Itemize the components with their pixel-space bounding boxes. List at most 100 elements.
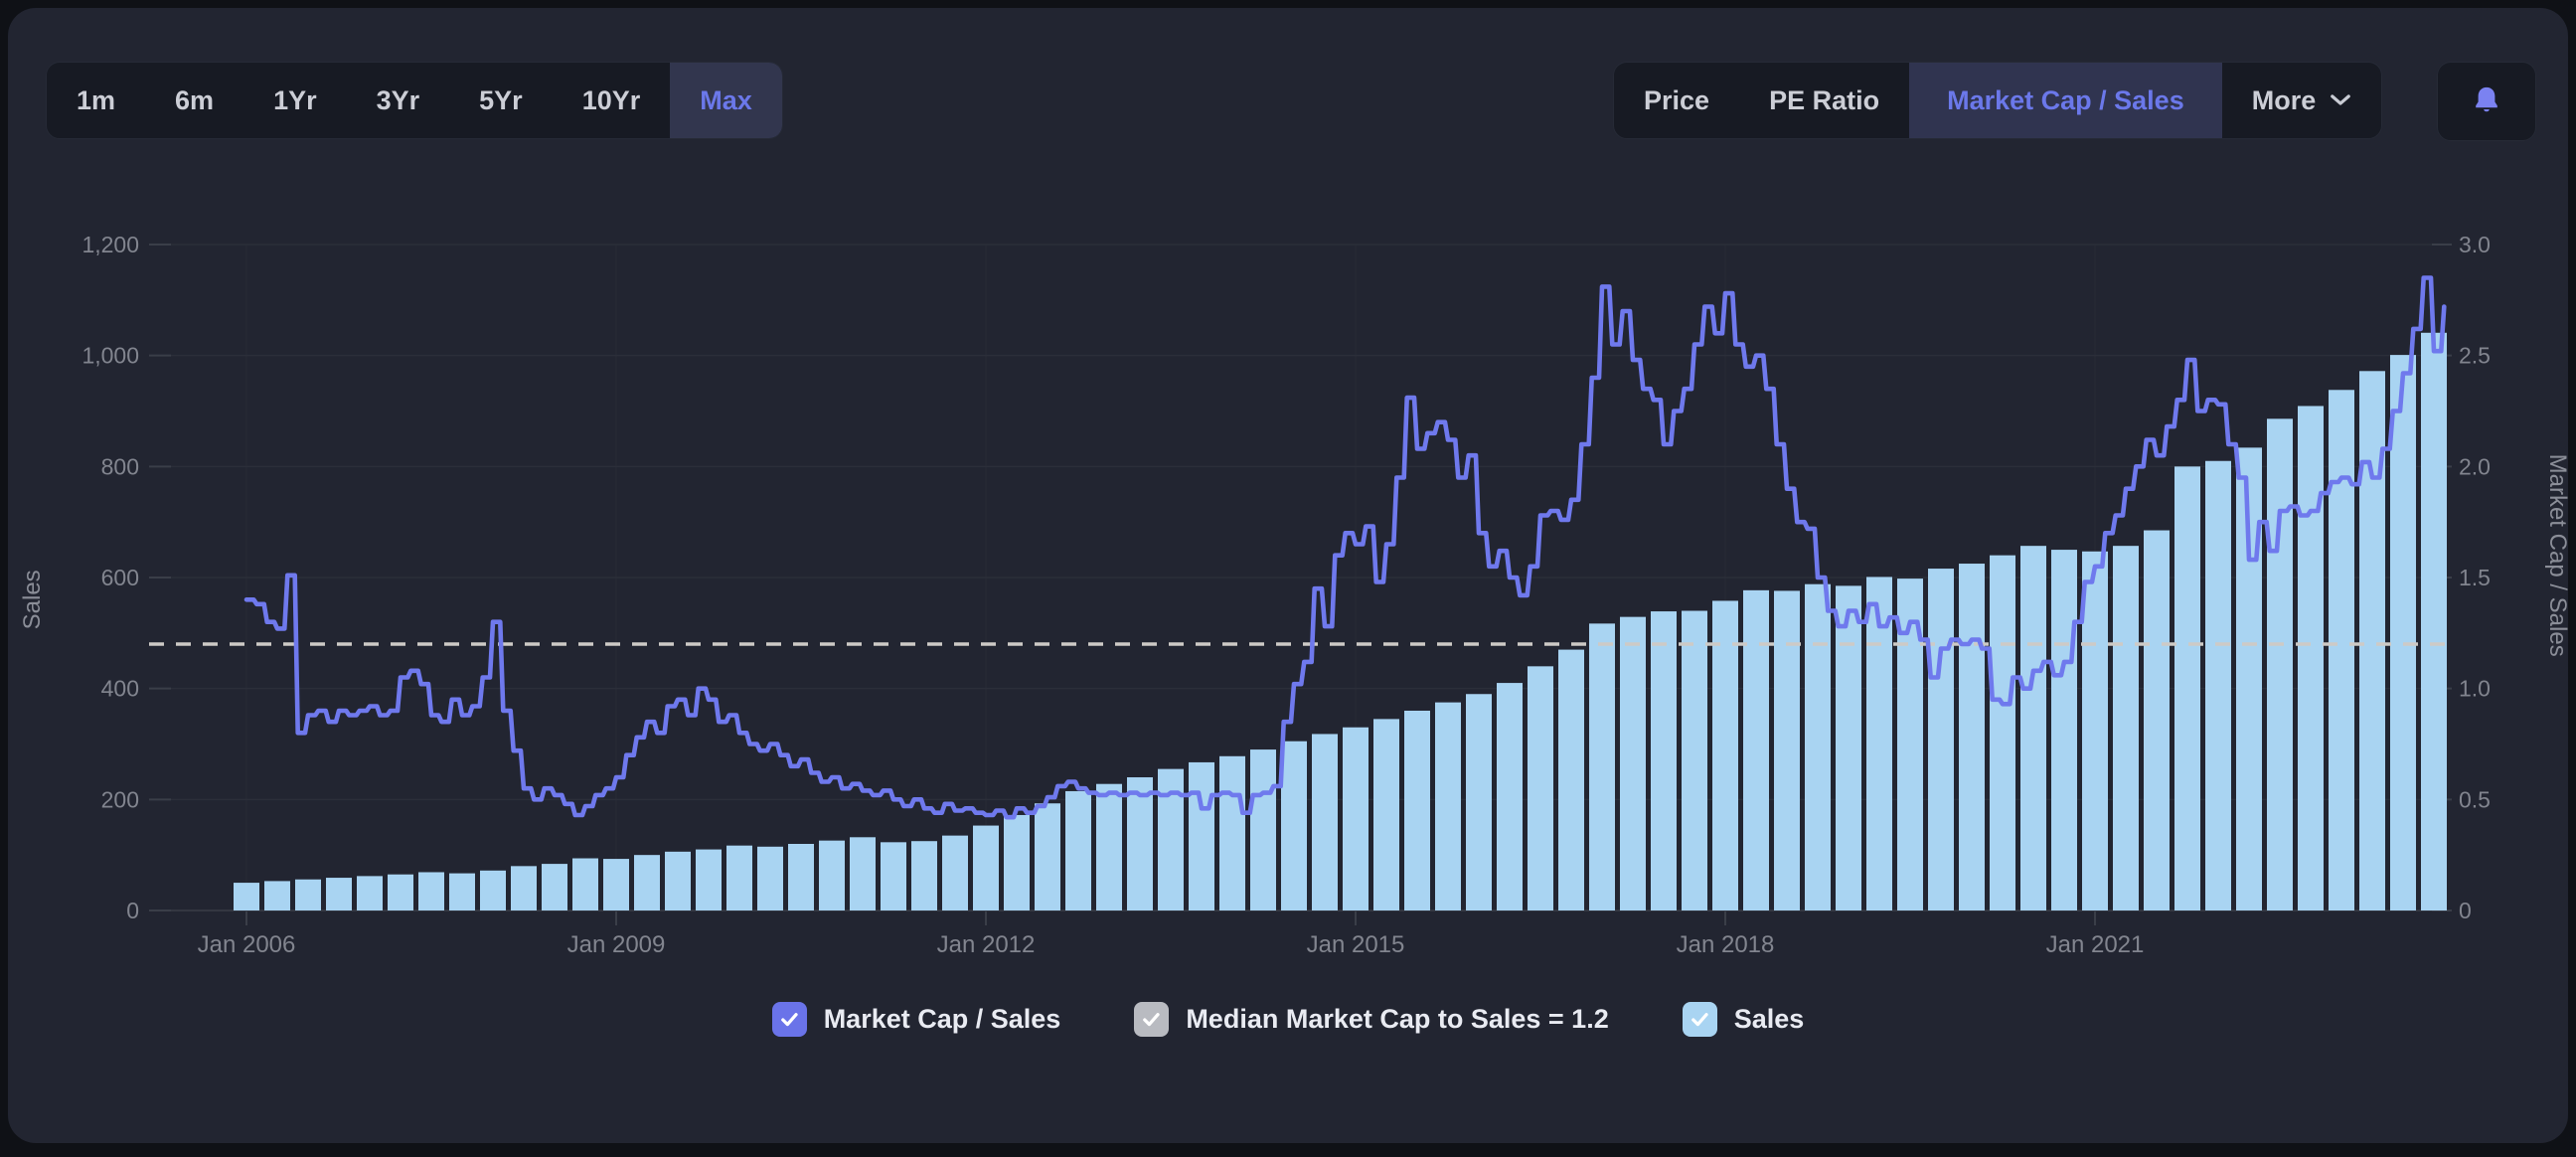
sales-bar[interactable] xyxy=(1158,768,1184,910)
sales-bar[interactable] xyxy=(1250,749,1276,910)
sales-bar[interactable] xyxy=(264,881,290,910)
metric-button-pe-ratio[interactable]: PE Ratio xyxy=(1739,63,1909,138)
legend-checkbox-1[interactable] xyxy=(1134,1002,1170,1037)
sales-bar[interactable] xyxy=(1281,741,1307,910)
legend-checkbox-2[interactable] xyxy=(1682,1002,1717,1037)
sales-bar[interactable] xyxy=(2390,355,2416,910)
sales-bar[interactable] xyxy=(1682,610,1707,911)
legend-item-2[interactable]: Sales xyxy=(1682,1002,1804,1037)
sales-bar[interactable] xyxy=(1528,666,1553,910)
sales-bar[interactable] xyxy=(1774,590,1800,910)
sales-bar[interactable] xyxy=(1620,616,1646,910)
sales-bar[interactable] xyxy=(1836,585,1861,910)
x-tick-label: Jan 2012 xyxy=(937,931,1036,958)
sales-bar[interactable] xyxy=(1558,649,1584,910)
sales-bar[interactable] xyxy=(942,835,968,910)
sales-bar[interactable] xyxy=(1928,569,1954,910)
legend-checkbox-0[interactable] xyxy=(771,1002,807,1037)
sales-bar[interactable] xyxy=(2051,550,2077,910)
sales-bar[interactable] xyxy=(1035,803,1060,910)
sales-bar[interactable] xyxy=(1959,564,1985,910)
right-axis-tick-label: 1.5 xyxy=(2459,565,2491,590)
sales-bar[interactable] xyxy=(1712,600,1738,910)
sales-bar[interactable] xyxy=(2082,551,2108,910)
range-button-10yr[interactable]: 10Yr xyxy=(553,63,671,138)
sales-bar[interactable] xyxy=(850,837,876,910)
sales-bar[interactable] xyxy=(1096,783,1122,910)
sales-bar[interactable] xyxy=(1435,702,1461,910)
sales-bar[interactable] xyxy=(1866,577,1892,910)
sales-bar[interactable] xyxy=(1404,711,1430,910)
sales-bar[interactable] xyxy=(1497,683,1523,910)
sales-bar[interactable] xyxy=(634,855,660,910)
sales-bar[interactable] xyxy=(1004,814,1030,910)
sales-bar[interactable] xyxy=(1189,761,1214,910)
sales-bar[interactable] xyxy=(234,883,259,910)
sales-bar[interactable] xyxy=(1343,727,1368,910)
sales-bar[interactable] xyxy=(819,840,845,910)
sales-bar[interactable] xyxy=(418,872,444,910)
sales-bar[interactable] xyxy=(388,874,413,910)
range-button-6m[interactable]: 6m xyxy=(145,63,243,138)
sales-bar[interactable] xyxy=(1219,755,1245,910)
sales-bar[interactable] xyxy=(357,876,383,910)
sales-bar[interactable] xyxy=(2174,466,2200,910)
sales-bar[interactable] xyxy=(2020,546,2046,910)
sales-bar[interactable] xyxy=(665,851,691,910)
sales-bar[interactable] xyxy=(2329,390,2354,910)
sales-bar[interactable] xyxy=(1065,790,1091,910)
left-axis-tick-label: 1,200 xyxy=(81,232,139,257)
sales-bar[interactable] xyxy=(1312,734,1338,910)
metric-button-price[interactable]: Price xyxy=(1614,63,1739,138)
sales-bar[interactable] xyxy=(2421,332,2447,910)
checkmark-icon xyxy=(780,1013,798,1027)
sales-bar[interactable] xyxy=(1805,583,1831,910)
sales-bar[interactable] xyxy=(480,870,506,910)
right-axis-tick-label: 3.0 xyxy=(2459,232,2491,257)
sales-bar[interactable] xyxy=(1743,589,1769,910)
left-axis-tick-label: 0 xyxy=(126,898,139,923)
sales-bar[interactable] xyxy=(1127,777,1153,910)
range-button-max[interactable]: Max xyxy=(670,63,782,138)
checkmark-icon xyxy=(1143,1013,1160,1027)
sales-bar[interactable] xyxy=(511,866,537,910)
sales-bar[interactable] xyxy=(2298,406,2324,910)
sales-bar[interactable] xyxy=(1466,694,1492,910)
alerts-button[interactable] xyxy=(2437,62,2536,141)
sales-bar[interactable] xyxy=(2205,460,2231,910)
range-button-1m[interactable]: 1m xyxy=(47,63,145,138)
right-axis-tick-label: 2.5 xyxy=(2459,343,2491,369)
more-dropdown[interactable]: More xyxy=(2222,63,2382,138)
sales-bar[interactable] xyxy=(2113,546,2139,910)
bell-icon xyxy=(2476,86,2497,112)
sales-bar[interactable] xyxy=(696,849,722,910)
sales-bar[interactable] xyxy=(757,846,783,910)
sales-bar[interactable] xyxy=(326,878,352,910)
sales-bar[interactable] xyxy=(726,845,752,910)
sales-bar[interactable] xyxy=(1373,719,1399,910)
metric-button-market-cap-sales[interactable]: Market Cap / Sales xyxy=(1909,63,2222,138)
left-axis-tick-label: 200 xyxy=(101,786,139,812)
sales-bar[interactable] xyxy=(542,864,567,910)
sales-bar[interactable] xyxy=(603,859,629,910)
range-button-5yr[interactable]: 5Yr xyxy=(449,63,553,138)
legend-item-1[interactable]: Median Market Cap to Sales = 1.2 xyxy=(1134,1002,1609,1037)
range-button-1yr[interactable]: 1Yr xyxy=(243,63,347,138)
range-button-3yr[interactable]: 3Yr xyxy=(347,63,450,138)
sales-bar[interactable] xyxy=(1651,611,1677,910)
sales-bar[interactable] xyxy=(973,825,999,910)
sales-bar[interactable] xyxy=(881,842,906,910)
sales-bar[interactable] xyxy=(788,844,814,910)
legend-item-0[interactable]: Market Cap / Sales xyxy=(771,1002,1060,1037)
metric-selector: Price PE Ratio Market Cap / Sales More xyxy=(1613,62,2383,139)
x-tick-label: Jan 2009 xyxy=(567,931,666,958)
sales-bar[interactable] xyxy=(1990,555,2015,910)
sales-bar[interactable] xyxy=(2144,530,2170,910)
sales-bar[interactable] xyxy=(2267,418,2293,910)
marketcap-sales-line[interactable] xyxy=(243,275,2447,820)
sales-bar[interactable] xyxy=(911,841,937,910)
sales-bar[interactable] xyxy=(1589,623,1615,910)
sales-bar[interactable] xyxy=(572,858,598,910)
sales-bar[interactable] xyxy=(449,873,475,910)
sales-bar[interactable] xyxy=(295,879,321,910)
